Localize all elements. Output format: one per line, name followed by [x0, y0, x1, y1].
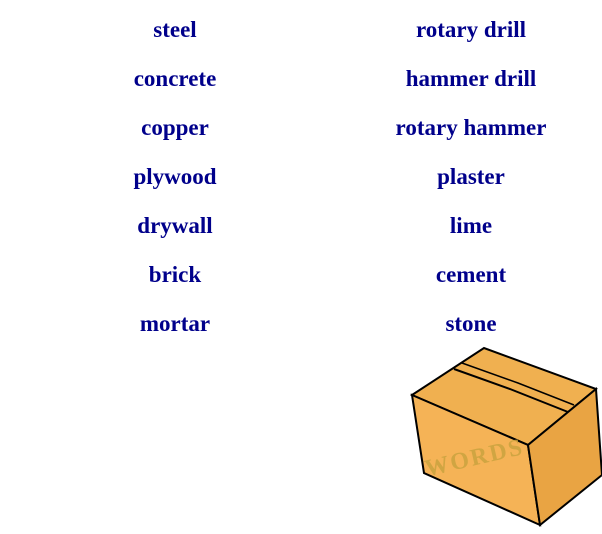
box-tape-seam	[453, 368, 569, 413]
word-mortar[interactable]: mortar	[139, 311, 211, 336]
word-rotary-hammer[interactable]: rotary hammer	[395, 115, 547, 140]
word-copper[interactable]: copper	[141, 115, 209, 140]
word-rotary-drill[interactable]: rotary drill	[415, 17, 527, 42]
word-lime[interactable]: lime	[449, 213, 493, 238]
word-drywall[interactable]: drywall	[137, 213, 213, 238]
box-side-face	[526, 386, 602, 527]
word-cement[interactable]: cement	[435, 262, 507, 287]
word-hammer-drill[interactable]: hammer drill	[405, 66, 537, 91]
word-brick[interactable]: brick	[148, 262, 202, 287]
box-tape-seam-2	[461, 362, 575, 406]
cardboard-box-icon: WORDS	[409, 346, 602, 527]
word-plaster[interactable]: plaster	[437, 164, 505, 189]
word-stone[interactable]: stone	[445, 311, 497, 336]
words-box-drop-target[interactable]: WORDS	[408, 345, 602, 529]
word-steel[interactable]: steel	[153, 17, 197, 42]
word-plywood[interactable]: plywood	[133, 164, 217, 189]
word-concrete[interactable]: concrete	[133, 66, 217, 91]
